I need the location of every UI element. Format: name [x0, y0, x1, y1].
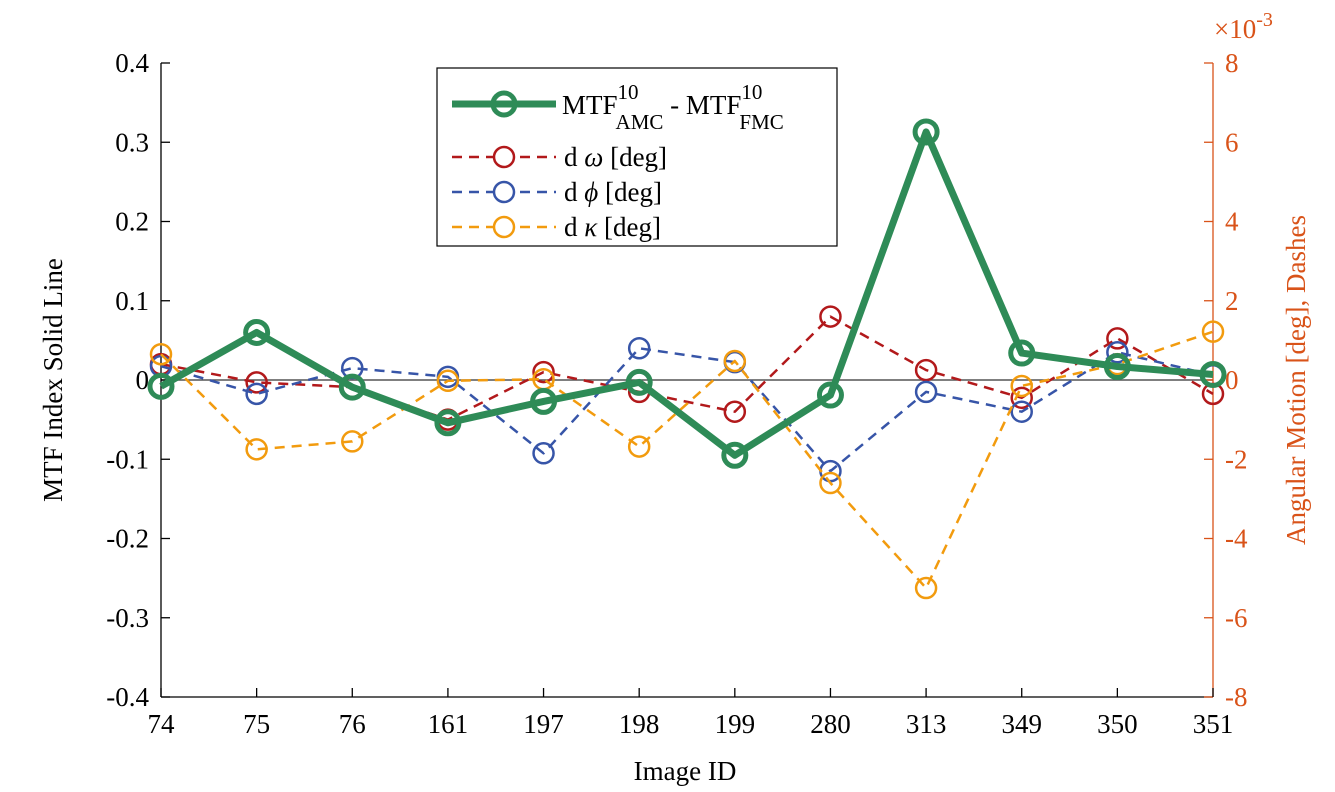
series-3-point [149, 342, 173, 366]
right-y-tick-label: 2 [1225, 286, 1239, 316]
left-y-tick-label: -0.2 [106, 524, 149, 554]
series-3-point [436, 369, 460, 393]
series-1 [149, 305, 1225, 431]
right-y-tick-label: -2 [1225, 444, 1248, 474]
series-2-point [627, 337, 651, 360]
x-tick-label: 74 [148, 709, 176, 739]
legend-label-phi: d ϕ [deg] [564, 177, 662, 207]
x-tick-label: 280 [810, 709, 851, 739]
series-1-point [914, 358, 938, 382]
left-y-tick-label: -0.4 [106, 682, 149, 712]
x-tick-label: 75 [243, 709, 270, 739]
legend-label-omega: d ω [deg] [564, 142, 667, 172]
series-0-point [147, 372, 175, 400]
series-3-point [819, 471, 842, 495]
series-0-point [338, 373, 366, 401]
series-2-point [1106, 341, 1129, 364]
left-y-tick-label: -0.3 [106, 603, 149, 633]
series-2-point [245, 382, 268, 406]
series-2-point [532, 442, 555, 465]
series-0-point [434, 409, 462, 437]
x-tick-label: 313 [906, 709, 947, 739]
right-axis-exponent-base: ×10 [1214, 14, 1256, 44]
left-y-tick-label: 0.2 [115, 207, 149, 237]
x-tick-label: 161 [428, 709, 469, 739]
series-1-point [819, 305, 842, 328]
x-tick-label: 351 [1193, 709, 1234, 739]
series-0-point [912, 118, 940, 146]
series-1-point [245, 371, 268, 394]
right-axis-exponent: ×10-3 [1214, 9, 1273, 44]
right-y-tick-label: -8 [1225, 682, 1248, 712]
x-axis-label: Image ID [634, 756, 737, 786]
series-0-point [530, 387, 558, 415]
series-3-point [1010, 374, 1033, 398]
legend-sample-marker-omega [492, 145, 516, 169]
left-y-tick-label: -0.1 [106, 444, 149, 474]
right-y-tick-label: 0 [1225, 365, 1239, 395]
series-0-point [243, 318, 271, 346]
series-2-line [160, 347, 1214, 473]
right-y-tick-label: -4 [1225, 524, 1248, 554]
x-tick-label: 76 [339, 709, 366, 739]
right-y-axis-label: Angular Motion [deg], Dashes [1281, 215, 1311, 545]
series-3-line [160, 330, 1214, 590]
series-3-point [627, 435, 651, 458]
series-3-point [1201, 320, 1225, 343]
series-1-point [1106, 327, 1129, 350]
right-y-tick-label: 4 [1225, 207, 1239, 237]
series-1-point [1010, 386, 1033, 410]
legend-sample-marker-mtf [490, 90, 518, 118]
series-0-point [1199, 360, 1227, 388]
left-y-tick-label: 0 [136, 365, 150, 395]
x-tick-label: 350 [1097, 709, 1138, 739]
series-0-point [1103, 353, 1131, 381]
series-0 [147, 118, 1227, 469]
series-0-point [625, 368, 653, 396]
series-3-point [723, 349, 747, 373]
right-y-tick-label: 8 [1225, 48, 1239, 78]
x-tick-label: 197 [523, 709, 564, 739]
right-y-tick-label: 6 [1225, 127, 1239, 157]
series-1-point [723, 400, 747, 423]
legend-label-kappa: d κ [deg] [564, 212, 661, 242]
series-2-point [914, 380, 938, 404]
x-tick-label: 349 [1001, 709, 1042, 739]
x-tick-label: 198 [619, 709, 660, 739]
series-1-point [532, 360, 555, 384]
series-0-point [816, 381, 844, 409]
left-y-tick-label: 0.1 [115, 286, 149, 316]
left-y-axis-label: MTF Index Solid Line [38, 258, 68, 502]
series-0-line [159, 128, 1214, 459]
series-3-point [914, 576, 938, 600]
legend: MTF10 AMC - MTF10 FMC d ω [deg] d ϕ [deg] … [436, 67, 838, 247]
series-layer [147, 118, 1227, 600]
series-2-point [1010, 400, 1033, 423]
right-axis-exponent-power: -3 [1256, 9, 1273, 31]
series-3-point [245, 438, 268, 461]
legend-label-mtf: MTF10 AMC - MTF10 FMC [562, 80, 784, 134]
right-y-tick-label: -6 [1225, 603, 1248, 633]
axes-layer: -0.4 -0.3 -0.2 -0.1 0 0.1 0.2 0.3 0.4 -8 -6 -4 -2 0 2 4… [106, 48, 1248, 739]
series-0-point [721, 441, 749, 469]
left-y-tick-label: 0.4 [115, 48, 149, 78]
series-3-point [341, 430, 364, 453]
series-0-point [1008, 339, 1036, 367]
legend-sample-marker-phi [492, 180, 516, 204]
left-y-tick-label: 0.3 [115, 127, 149, 157]
x-tick-label: 199 [715, 709, 756, 739]
legend-sample-marker-kappa [492, 215, 516, 239]
series-1-line [160, 315, 1214, 421]
